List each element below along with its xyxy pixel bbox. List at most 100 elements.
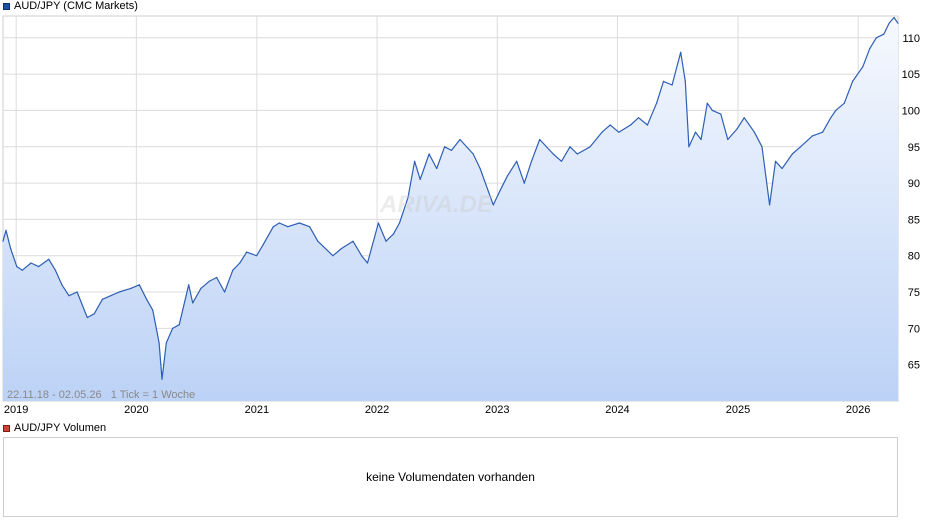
data-point <box>10 247 12 250</box>
data-point <box>239 262 241 264</box>
x-tick-label: 2020 <box>124 404 148 416</box>
data-point <box>560 160 563 162</box>
data-point <box>539 138 541 141</box>
data-point <box>377 222 379 224</box>
data-point <box>552 153 554 155</box>
data-point <box>791 153 793 155</box>
data-point <box>366 262 369 264</box>
data-point <box>216 276 218 279</box>
data-point <box>352 240 354 242</box>
data-point <box>700 138 702 141</box>
y-tick-label: 75 <box>908 287 920 299</box>
data-point <box>601 131 603 133</box>
volume-legend-label: AUD/JPY Volumen <box>14 422 107 434</box>
data-point <box>16 266 18 268</box>
data-point <box>869 48 871 50</box>
data-point <box>246 251 248 253</box>
data-point <box>392 233 395 235</box>
data-point <box>459 138 461 141</box>
data-point <box>761 146 763 148</box>
data-point <box>332 255 334 257</box>
data-point <box>576 153 578 155</box>
data-point <box>152 309 154 311</box>
data-point <box>694 131 697 133</box>
data-point <box>428 153 430 155</box>
data-point <box>340 247 343 250</box>
data-point <box>2 240 4 242</box>
data-point <box>736 128 738 130</box>
x-tick-label: 2023 <box>485 404 509 416</box>
data-point <box>893 16 895 19</box>
data-point <box>671 84 673 86</box>
data-point <box>278 222 280 224</box>
y-tick-label: 90 <box>908 178 920 190</box>
data-point <box>609 124 611 126</box>
data-point <box>272 226 274 228</box>
data-point <box>883 33 885 35</box>
data-point <box>862 66 864 68</box>
range-info: 22.11.18 - 02.05.26 1 Tick = 1 Woche <box>7 389 195 401</box>
data-point <box>769 204 771 206</box>
data-point <box>436 167 438 170</box>
data-point <box>711 109 713 111</box>
data-point <box>618 131 620 133</box>
data-point <box>130 287 132 289</box>
no-volume-data-message: keine Volumendaten vorhanden <box>366 470 535 484</box>
data-point <box>224 291 226 293</box>
data-point <box>165 342 167 344</box>
price-chart: ARIVA.DE 22.11.18 - 02.05.26 1 Tick = 1 … <box>2 15 920 416</box>
data-point <box>54 269 57 271</box>
data-point <box>479 167 481 170</box>
data-point <box>450 149 453 151</box>
data-point <box>499 189 501 191</box>
price-series-swatch <box>3 2 10 10</box>
data-point <box>688 146 690 148</box>
data-point <box>569 146 571 148</box>
y-tick-label: 110 <box>902 33 920 45</box>
price-legend-label: AUD/JPY (CMC Markets) <box>14 0 138 12</box>
price-legend: AUD/JPY (CMC Markets) <box>3 0 138 12</box>
data-point <box>385 240 387 242</box>
data-point <box>646 124 649 126</box>
y-tick-label: 95 <box>908 142 920 154</box>
x-tick-label: 2021 <box>245 404 269 416</box>
data-point <box>208 280 211 282</box>
data-point <box>21 269 23 271</box>
data-point <box>48 258 50 260</box>
data-point <box>781 167 783 170</box>
data-points <box>2 16 899 380</box>
data-point <box>407 197 409 199</box>
y-axis-ticks: 65 70 75 80 85 90 95 100 105 110 <box>902 33 920 372</box>
data-point <box>530 160 533 162</box>
data-point <box>68 295 70 297</box>
data-point <box>799 146 802 148</box>
data-point <box>419 178 421 180</box>
data-point <box>843 102 845 104</box>
data-point <box>516 160 518 162</box>
y-tick-label: 65 <box>908 360 920 372</box>
data-point <box>888 22 890 24</box>
data-point <box>172 327 174 329</box>
data-point <box>662 80 665 82</box>
data-point <box>589 146 591 148</box>
watermark: ARIVA.DE <box>379 191 494 218</box>
data-point <box>727 138 729 141</box>
data-point <box>753 131 756 133</box>
data-point <box>161 378 163 380</box>
data-point <box>30 262 32 264</box>
data-point <box>630 124 632 126</box>
data-point <box>361 255 363 257</box>
data-point <box>472 153 474 155</box>
data-point <box>298 222 300 224</box>
data-point <box>5 229 7 231</box>
data-point <box>492 204 494 206</box>
data-point <box>523 182 525 184</box>
volume-panel: keine Volumendaten vorhanden <box>3 437 898 517</box>
x-axis-ticks: 2019 2020 2021 2022 2023 2024 2025 2026 <box>4 404 870 416</box>
x-tick-label: 2025 <box>726 404 750 416</box>
data-point <box>317 240 319 242</box>
volume-legend: AUD/JPY Volumen <box>3 422 106 434</box>
data-point <box>830 117 832 119</box>
data-point <box>684 80 686 82</box>
x-tick-label: 2019 <box>4 404 28 416</box>
